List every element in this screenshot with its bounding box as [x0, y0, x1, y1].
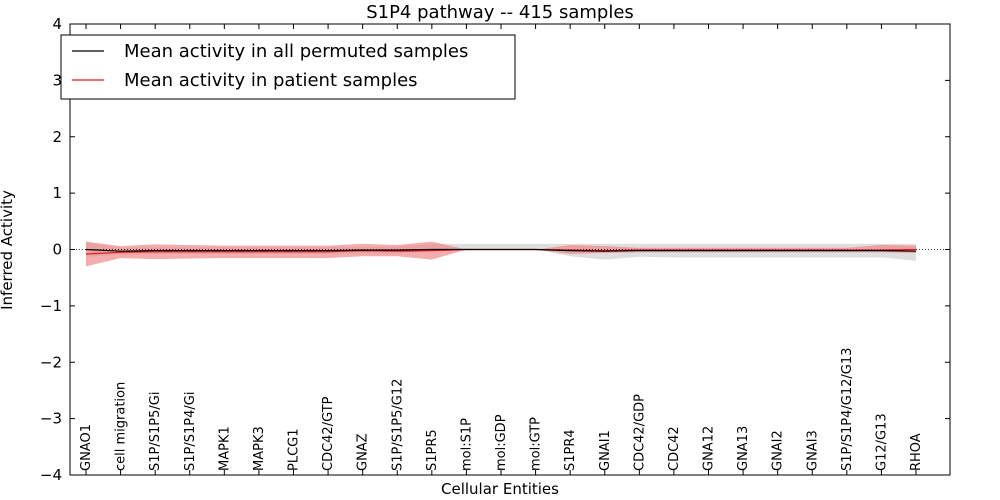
x-entity-label: GNAO1 — [79, 424, 94, 471]
band-permuted — [86, 242, 916, 261]
y-axis-ticks: 4 3 2 1 0 −1 −2 −3 −4 — [40, 15, 950, 484]
x-entity-label: mol:GDP — [494, 414, 509, 471]
legend: Mean activity in all permuted samples Me… — [60, 34, 516, 100]
x-entity-label: CDC42/GDP — [632, 394, 647, 471]
y-tick-label: 4 — [52, 15, 62, 33]
x-entity-label: GNA13 — [736, 426, 751, 471]
x-entity-label: cell migration — [114, 382, 129, 471]
confidence-bands — [86, 241, 916, 267]
series-lines — [85, 248, 917, 255]
x-axis-entity-labels: GNAO1 cell migration S1P/S1P5/Gi S1P/S1P4/G… — [79, 24, 924, 475]
y-tick-label: −4 — [40, 466, 62, 484]
x-entity-label: S1P/S1P5/Gi — [148, 392, 163, 471]
x-entity-label: PLCG1 — [287, 428, 302, 471]
x-entity-label: S1P/S1P4/G12/G13 — [840, 348, 855, 471]
series-line-permuted — [85, 248, 917, 252]
x-entity-label: GNA12 — [702, 426, 717, 471]
x-entity-label: MAPK3 — [252, 426, 267, 471]
chart-title: S1P4 pathway -- 415 samples — [366, 2, 634, 23]
y-tick-label: 1 — [52, 184, 62, 202]
x-entity-label: CDC42/GTP — [321, 396, 336, 471]
x-entity-label: GNAI3 — [805, 430, 820, 471]
band-patient — [86, 241, 916, 267]
x-entity-label: GNAI1 — [598, 430, 613, 471]
legend-box — [60, 34, 516, 100]
y-axis-label: Inferred Activity — [0, 190, 16, 310]
x-entity-label: G12/G13 — [874, 413, 889, 471]
legend-label-patient: Mean activity in patient samples — [124, 70, 418, 91]
x-entity-label: GNAI2 — [771, 430, 786, 471]
y-tick-label: 3 — [52, 71, 62, 89]
x-axis-label: Cellular Entities — [441, 480, 559, 498]
x-entity-label: S1PR5 — [425, 429, 440, 471]
y-tick-label: 0 — [52, 241, 62, 259]
x-entity-label: GNAZ — [356, 433, 371, 471]
x-entity-label: S1P/S1P4/Gi — [183, 392, 198, 471]
x-entity-label: CDC42 — [667, 426, 682, 471]
x-entity-label: MAPK1 — [217, 426, 232, 471]
y-tick-label: −2 — [40, 353, 62, 371]
x-entity-label: mol:GTP — [529, 417, 544, 471]
y-tick-label: −3 — [40, 410, 62, 428]
x-entity-label: RHOA — [909, 433, 924, 471]
legend-label-permuted: Mean activity in all permuted samples — [124, 41, 468, 62]
y-tick-label: 2 — [52, 128, 62, 146]
x-entity-label: S1PR4 — [563, 429, 578, 471]
y-tick-label: −1 — [40, 297, 62, 315]
x-entity-label: S1P/S1P5/G12 — [390, 379, 405, 471]
x-entity-label: mol:S1P — [459, 418, 474, 471]
